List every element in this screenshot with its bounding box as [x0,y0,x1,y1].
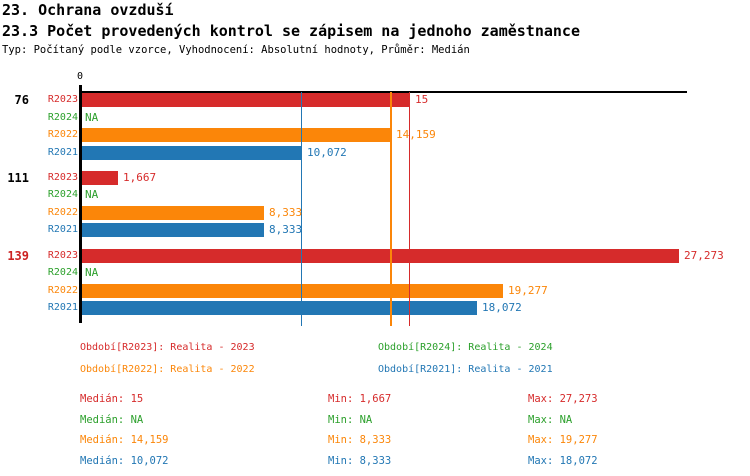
bar-r2023 [81,93,410,107]
series-label-r2024: R2024 [47,267,78,278]
group-total-label: 76 [14,93,29,107]
legend-item-r2023: Období[R2023]: Realita - 2023 [80,342,255,353]
series-label-r2024: R2024 [47,189,78,200]
group-total-label: 139 [7,248,29,263]
max-value-r2022: Max: 19,277 [528,434,598,446]
bar-r2022 [81,205,264,220]
bar-r2023 [81,170,118,185]
bar-value-label: NA [85,266,99,279]
legend-item-r2024: Období[R2024]: Realita - 2024 [378,342,553,353]
bar-value-label: NA [85,110,99,124]
bar-r2021 [81,145,302,160]
bar-r2022 [81,283,503,298]
series-label-r2023: R2023 [47,171,78,183]
bar-r2023 [81,248,679,263]
median-line-r2022 [390,92,392,326]
median-value-r2024: Medián: NA [80,413,144,426]
bar-value-label: 14,159 [396,128,436,141]
series-label-r2021: R2021 [47,302,78,313]
series-label-r2022: R2022 [47,284,78,296]
axis-top-line [79,91,687,93]
max-value-r2023: Max: 27,273 [528,393,598,405]
legend-item-r2022: Období[R2022]: Realita - 2022 [80,364,255,375]
series-label-r2024: R2024 [47,111,78,123]
min-value-r2021: Min: 8,333 [328,454,392,467]
bar-r2021 [81,223,264,237]
page-title: 23. Ochrana ovzduší [2,1,174,19]
bar-value-label: 15 [415,93,429,106]
bar-value-label: 1,667 [123,170,157,184]
series-label-r2022: R2022 [47,129,78,140]
min-value-r2023: Min: 1,667 [328,393,392,405]
median-line-r2021 [300,92,303,326]
bar-value-label: 27,273 [684,248,724,262]
median-value-r2023: Medián: 15 [80,393,144,405]
legend-item-r2021: Období[R2021]: Realita - 2021 [378,364,553,375]
bar-value-label: 8,333 [269,223,303,236]
bar-value-label: 19,277 [508,283,548,297]
series-label-r2023: R2023 [47,94,78,105]
group-total-label: 111 [7,170,29,185]
series-label-r2021: R2021 [47,146,78,158]
indicator-subtitle: Typ: Počítaný podle vzorce, Vyhodnocení:… [2,44,470,56]
bar-value-label: NA [85,188,99,201]
bar-value-label: 18,072 [482,301,522,314]
median-value-r2021: Medián: 10,072 [80,454,169,467]
max-value-r2021: Max: 18,072 [528,454,598,467]
bar-r2021 [81,301,477,315]
min-value-r2024: Min: NA [328,413,373,426]
axis-zero-line [79,85,82,323]
indicator-title: 23.3 Počet provedených kontrol se zápise… [2,22,580,40]
bar-value-label: 8,333 [269,205,303,219]
bar-value-label: 10,072 [307,145,347,159]
series-label-r2023: R2023 [47,249,78,261]
series-label-r2021: R2021 [47,224,78,235]
median-line-r2023 [408,92,411,326]
bar-r2022 [81,128,391,142]
series-label-r2022: R2022 [47,206,78,218]
max-value-r2024: Max: NA [528,413,573,426]
median-value-r2022: Medián: 14,159 [80,434,169,446]
min-value-r2022: Min: 8,333 [328,434,392,446]
axis-tick-zero: 0 [76,71,84,82]
